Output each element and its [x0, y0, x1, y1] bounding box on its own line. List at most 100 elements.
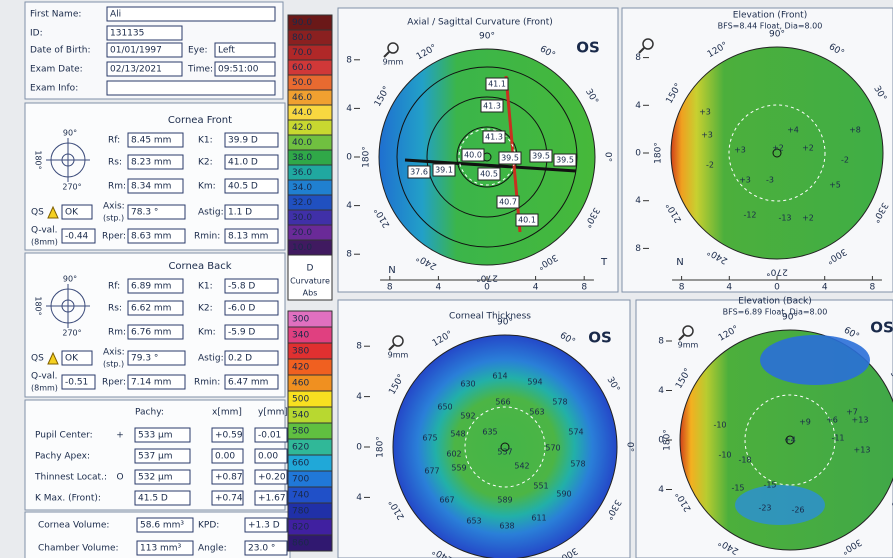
- map-value: 638: [499, 522, 514, 531]
- value-box: [480, 99, 504, 113]
- map-value: 653: [466, 517, 481, 526]
- pachy-symbol: O: [116, 473, 123, 483]
- pachy-x: +0.87: [215, 473, 243, 483]
- pachy-header: x[mm]: [212, 408, 242, 418]
- scale-label: 32.0: [292, 198, 312, 208]
- map-patch: [735, 485, 825, 525]
- field-label: QS: [31, 208, 44, 218]
- scale-label: 42.0: [292, 123, 312, 133]
- map-value: +7: [846, 408, 858, 417]
- zoom-label: 9mm: [388, 351, 409, 360]
- map-value: 39.5: [556, 156, 574, 165]
- value-box: [485, 77, 509, 91]
- pachy-label: Pachy Apex:: [35, 452, 90, 462]
- value-box: [407, 165, 431, 179]
- value-box: [61, 350, 93, 366]
- scale-label: 36.0: [292, 168, 312, 178]
- pachy-label: K Max. (Front):: [35, 494, 101, 504]
- field-label: Axis:: [103, 348, 125, 358]
- y-tick-label: 0: [346, 153, 352, 163]
- value-box: [224, 324, 279, 340]
- field-label: K1:: [198, 136, 213, 146]
- value-box: [127, 154, 184, 170]
- field-label: KPD:: [198, 521, 219, 531]
- scale-label: 300: [292, 315, 309, 325]
- field-value: 41.0 D: [228, 158, 258, 168]
- map-value: -13: [778, 214, 791, 223]
- map-value: -15: [731, 484, 744, 493]
- field-value: 23.0 °: [248, 544, 275, 554]
- field-value: 78.3 °: [131, 208, 158, 218]
- axis-line: [404, 158, 577, 173]
- scale-label: 740: [292, 491, 309, 501]
- y-tick-label: 8: [346, 250, 352, 260]
- map-value: -10: [718, 451, 731, 460]
- pachy-value: 537 µm: [138, 452, 173, 462]
- value-box: [553, 153, 577, 167]
- value-box: [224, 178, 279, 194]
- pachy-value: 532 µm: [138, 473, 173, 483]
- zoom-label: 9mm: [383, 58, 404, 67]
- map-value: -3: [766, 176, 774, 185]
- map-value: 41.3: [483, 102, 501, 111]
- field-label: Rs:: [108, 158, 122, 168]
- map-value: +4: [784, 436, 796, 445]
- field-value: -0.51: [65, 378, 88, 388]
- y-tick-label: 8: [346, 55, 352, 65]
- scale-label: 50.0: [292, 78, 312, 88]
- field-label: Cornea Volume:: [38, 521, 109, 531]
- value-box: [211, 448, 244, 464]
- field-value: -5.9 D: [228, 328, 255, 338]
- map-disc: [670, 46, 884, 260]
- warning-icon: [47, 351, 59, 365]
- map-value: -15: [763, 481, 776, 490]
- map-value: +2: [772, 144, 784, 153]
- angle-label: 180°: [376, 436, 386, 458]
- pachy-y: +0.20: [258, 473, 286, 483]
- map-value: 592: [460, 412, 475, 421]
- value-box: [61, 228, 96, 244]
- map-title: Corneal Thickness: [449, 312, 531, 322]
- map-disc: [679, 329, 893, 551]
- pachy-symbol: +: [116, 431, 124, 441]
- map-value: 667: [439, 496, 454, 505]
- scale-label: 460: [292, 379, 309, 389]
- value-box: [136, 540, 194, 556]
- map-value: 602: [446, 450, 461, 459]
- scale-label: 700: [292, 475, 309, 485]
- pachy-y: -0.01: [258, 431, 281, 441]
- scale-label: 70.0: [292, 48, 312, 58]
- scale-label: 46.0: [292, 93, 312, 103]
- map-value: +4: [787, 126, 799, 135]
- field-value: 113 mm³: [140, 544, 182, 554]
- value-box: [127, 278, 184, 294]
- x-tick-label: 8: [581, 283, 587, 293]
- map-title: Axial / Sagittal Curvature (Front): [407, 18, 553, 28]
- map-value: -12: [743, 211, 756, 220]
- magnifier: [388, 344, 395, 351]
- map-value: 41.1: [488, 80, 506, 89]
- magnifier: [387, 42, 399, 54]
- pachy-label: Pupil Center:: [35, 431, 93, 441]
- pachy-value: 533 µm: [138, 431, 173, 441]
- map-value: +9: [799, 418, 811, 427]
- compass-label: 180°: [34, 296, 43, 315]
- value-box: [224, 374, 279, 390]
- pachy-x: +0.59: [215, 431, 243, 441]
- scale-cell: [287, 534, 333, 552]
- magnifier: [383, 51, 390, 58]
- field-value: 6.62 mm: [131, 304, 171, 314]
- field-value: 6.76 mm: [131, 328, 171, 338]
- map-value: 41.3: [485, 133, 503, 142]
- x-tick-label: 4: [822, 283, 828, 293]
- magnifier: [682, 325, 694, 337]
- map-value: 611: [531, 514, 546, 523]
- map-title: Elevation (Back): [738, 297, 812, 307]
- pachy-value: 41.5 D: [138, 494, 168, 504]
- field-label: Angle:: [198, 544, 227, 554]
- scale-label: 80.0: [292, 33, 312, 43]
- y-tick-label: 8: [635, 53, 641, 63]
- map-value: +2: [802, 144, 814, 153]
- x-tick-label: 0: [774, 283, 780, 293]
- value-box: [224, 228, 279, 244]
